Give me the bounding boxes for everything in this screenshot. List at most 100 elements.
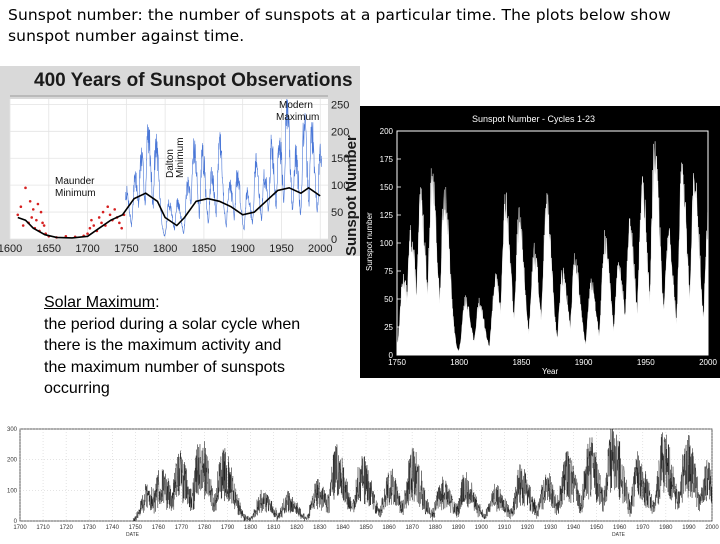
data-point	[101, 210, 105, 214]
data-point	[21, 224, 25, 227]
x-tick-label: 1760	[152, 525, 166, 531]
x-tick-label: 2000	[699, 358, 717, 367]
y-tick-label: 200	[380, 127, 394, 136]
annotation-maunder: Maunder	[55, 176, 95, 187]
data-point	[36, 202, 40, 206]
chart-400-years: 400 Years of Sunspot Observations 1600 16…	[0, 70, 360, 256]
data-point	[90, 218, 93, 222]
y-tick-label: 0	[14, 519, 18, 525]
data-point	[24, 186, 27, 190]
x-tick-label: 1800	[244, 525, 258, 531]
x-tick-label: 1700	[75, 243, 99, 255]
y-tick-label: 150	[380, 183, 394, 192]
data-point	[19, 205, 23, 208]
definition-body: the period during a solar cycle when the…	[44, 315, 301, 398]
x-tick-label: 1700	[13, 525, 27, 531]
data-point	[108, 213, 112, 217]
y-tick-label: 125	[380, 211, 394, 220]
x-tick-label: 1780	[198, 525, 212, 531]
x-tick-label: 1980	[659, 525, 673, 531]
chart-400-years-panel: 400 Years of Sunspot Observations 1600 16…	[0, 66, 360, 256]
annotation-modern: Maximum	[276, 112, 319, 123]
x-tick-label: 1800	[153, 243, 177, 255]
x-tick-label: 2000	[705, 525, 719, 531]
y-axis-label: Sunspot Number	[343, 135, 360, 256]
y-tick-label: 50	[331, 207, 343, 219]
y-tick-label: 200	[7, 458, 18, 464]
y-tick-label: 50	[384, 295, 393, 304]
intro-text: Sunspot number: the number of sunspots a…	[8, 6, 671, 45]
y-tick-label: 0	[331, 234, 337, 246]
x-tick-label: 1900	[475, 525, 489, 531]
chart-daily: 1700 1710 1720 1730 1740 1750 1760 1770 1780 1790…	[7, 427, 719, 538]
x-tick-label: 1900	[575, 358, 593, 367]
x-tick-label: 1790	[221, 525, 235, 531]
x-tick-label: 1920	[521, 525, 535, 531]
x-tick-label: 1850	[359, 525, 373, 531]
x-tick-label: 1850	[513, 358, 531, 367]
y-tick-label: 150	[331, 153, 349, 165]
data-point	[30, 216, 34, 219]
series-line	[125, 98, 322, 237]
annotation-dalton: Minimum	[175, 137, 186, 178]
x-tick-label: 1750	[388, 358, 406, 367]
x-tick-label: 1900	[230, 243, 254, 255]
x-tick-label: 1770	[175, 525, 189, 531]
data-point	[39, 210, 43, 214]
x-tick-label: 1930	[544, 525, 558, 531]
y-tick-label: 100	[7, 488, 18, 494]
y-tick-label: 100	[331, 180, 349, 192]
trend-line	[17, 186, 321, 239]
x-tick-label: 1810	[267, 525, 281, 531]
y-tick-label: 25	[384, 323, 393, 332]
x-tick-label: 1720	[59, 525, 73, 531]
x-axis-label: Year	[542, 367, 559, 376]
x-tick-label: 1830	[313, 525, 327, 531]
y-axis-label: Sunspot number	[365, 212, 374, 271]
data-point	[118, 221, 121, 225]
data-point	[113, 208, 117, 211]
y-tick-label: 100	[380, 239, 394, 248]
solar-maximum-definition: Solar Maximum: the period during a solar…	[44, 292, 304, 400]
y-tick-label: 175	[380, 155, 394, 164]
x-tick-label: 1710	[36, 525, 50, 531]
annotation-modern: Modern	[279, 100, 313, 111]
x-tick-label: 1950	[637, 358, 655, 367]
x-tick-label: 1820	[290, 525, 304, 531]
chart-cycles: Sunspot Number - Cycles 1-23 1750 1800 185…	[365, 114, 717, 376]
x-tick-label: 1730	[83, 525, 97, 531]
x-tick-label: 1950	[269, 243, 293, 255]
chart-daily-panel: 1700 1710 1720 1730 1740 1750 1760 1770 1780 1790…	[0, 420, 720, 540]
data-point	[97, 216, 101, 219]
x-tick-label: 1950	[590, 525, 604, 531]
x-tick-label: 1840	[336, 525, 350, 531]
x-tick-label: 1910	[498, 525, 512, 531]
annotation-maunder: Minimum	[55, 188, 96, 199]
y-tick-label: 300	[7, 427, 18, 433]
chart-title: 400 Years of Sunspot Observations	[34, 70, 353, 91]
y-tick-label: 200	[331, 126, 349, 138]
x-tick-label: 1750	[129, 525, 143, 531]
x-tick-label: 1650	[37, 243, 61, 255]
data-point	[16, 213, 20, 217]
chart-title: Sunspot Number - Cycles 1-23	[472, 114, 595, 124]
x-tick-label: 1860	[382, 525, 396, 531]
definition-term: Solar Maximum	[44, 294, 156, 311]
data-point	[41, 221, 44, 225]
x-tick-label: 1740	[106, 525, 120, 531]
x-tick-label: 1750	[114, 243, 138, 255]
x-axis-label: DATE	[612, 532, 626, 538]
annotation-dalton: Dalton	[165, 149, 176, 178]
y-tick-label: 0	[389, 351, 394, 360]
x-tick-label: 1990	[682, 525, 696, 531]
x-tick-label: 1940	[567, 525, 581, 531]
y-tick-label: 75	[384, 267, 393, 276]
data-point	[28, 200, 32, 203]
plot-area	[10, 99, 328, 239]
data-point	[42, 224, 46, 227]
data-point	[31, 208, 35, 211]
series-line	[132, 428, 713, 522]
x-tick-label: 1880	[429, 525, 443, 531]
x-tick-label: 2000	[308, 243, 332, 255]
data-point	[106, 205, 110, 208]
